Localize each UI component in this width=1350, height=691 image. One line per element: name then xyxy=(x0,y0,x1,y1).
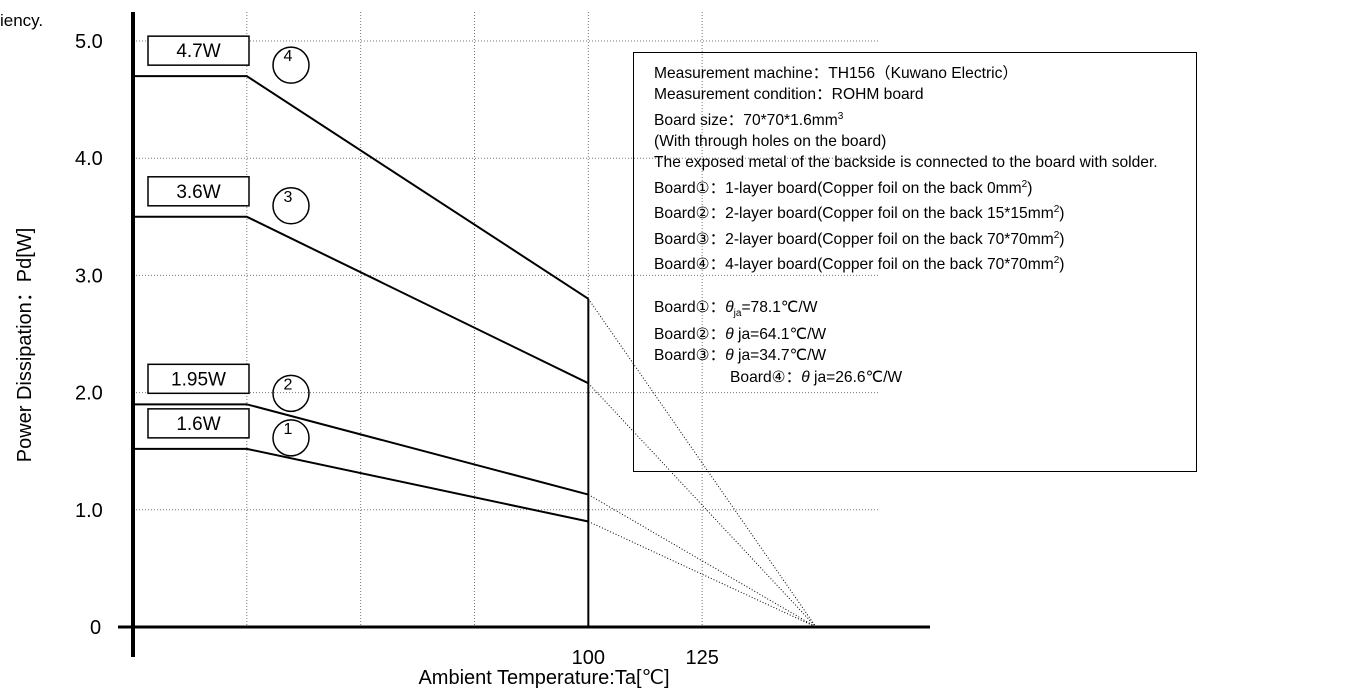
x-tick-label: 100 xyxy=(572,647,605,669)
derating-line-board-1 xyxy=(133,447,589,523)
note-board-4: Board④：4-layer board(Copper foil on the … xyxy=(654,250,1186,275)
pd-label-box-board-1 xyxy=(147,408,250,439)
note-theta-symbol: θ xyxy=(725,326,734,344)
note-board-size-sup: 3 xyxy=(837,110,844,122)
note-theta-value: ja=34.7℃/W xyxy=(733,347,827,365)
note-theta-symbol: θ xyxy=(725,347,734,365)
grid-layer xyxy=(133,12,880,627)
note-theta-value: =78.1℃/W xyxy=(741,298,818,316)
note-board-size-text: Board size：70*70*1.6mm xyxy=(654,111,838,129)
derating-line-board-4 xyxy=(133,75,589,300)
note-theta-list: Board①：θja=78.1℃/W Board②：θ ja=64.1℃/W Boa… xyxy=(654,297,1186,388)
tick-layer: 5.0 4.0 3.0 2.0 1.0 0 100 125 xyxy=(75,31,719,669)
note-board-suffix: ) xyxy=(1059,205,1065,223)
note-board-size: Board size：70*70*1.6mm3 xyxy=(654,106,1186,131)
x-tick-label: 125 xyxy=(685,647,718,669)
pd-label-board-4: 4.7W xyxy=(176,41,220,62)
y-tick-zero: 0 xyxy=(90,617,101,639)
pd-label-board-1: 1.6W xyxy=(176,414,220,435)
note-exposed-metal: The exposed metal of the backside is con… xyxy=(654,154,1158,172)
note-board-2: Board②：2-layer board(Copper foil on the … xyxy=(654,199,1186,224)
note-board-text: Board③：2-layer board(Copper foil on the … xyxy=(654,230,1054,248)
note-board-sup: 2 xyxy=(1053,204,1060,216)
board-number-circle-2 xyxy=(272,374,310,413)
y-tick-label: 1.0 xyxy=(75,500,103,522)
board-number-circle-3 xyxy=(272,187,310,225)
extrapolation-line-board-2 xyxy=(588,494,817,628)
note-board-sup: 2 xyxy=(1053,255,1060,267)
note-board-suffix: ) xyxy=(1059,230,1065,248)
note-board-text: Board④：4-layer board(Copper foil on the … xyxy=(654,256,1054,274)
note-theta-sub: ja xyxy=(733,307,742,319)
board-number-3: 3 xyxy=(284,189,293,206)
note-theta-value: ja=64.1℃/W xyxy=(733,326,827,344)
derating-line-board-3 xyxy=(133,215,589,385)
note-board-suffix: ) xyxy=(1059,256,1065,274)
series-layer xyxy=(133,75,817,628)
board-number-4: 4 xyxy=(284,48,293,65)
note-board-list: Board①：1-layer board(Copper foil on the … xyxy=(654,174,1186,276)
note-spacer xyxy=(654,276,1186,297)
board-number-1: 1 xyxy=(284,421,293,438)
note-theta-symbol: θ xyxy=(725,298,734,316)
pd-label-box-board-2 xyxy=(147,363,250,395)
note-theta-prefix: Board①： xyxy=(654,298,726,316)
note-board-3: Board③：2-layer board(Copper foil on the … xyxy=(654,225,1186,250)
note-theta-3: Board③：θ ja=34.7℃/W xyxy=(654,345,1186,366)
y-tick-label: 5.0 xyxy=(75,31,103,53)
note-theta-prefix: Board④： xyxy=(730,368,802,386)
x-axis-title: Ambient Temperature:Ta[℃] xyxy=(418,667,669,689)
note-condition: Measurement condition：ROHM board xyxy=(654,86,924,104)
extrapolation-line-board-4 xyxy=(587,298,817,628)
pd-label-board-3: 3.6W xyxy=(176,182,220,203)
measurement-notes: Measurement machine：TH156（Kuwano Electri… xyxy=(633,52,1197,472)
board-number-circle-1 xyxy=(272,419,310,457)
cutoff-text: iency. xyxy=(0,11,44,30)
note-theta-prefix: Board②： xyxy=(654,326,726,344)
pd-label-box-board-3 xyxy=(147,176,250,207)
note-board-text: Board②：2-layer board(Copper foil on the … xyxy=(654,205,1054,223)
pd-label-box-board-4 xyxy=(147,35,250,66)
pd-label-board-2: 1.95W xyxy=(171,369,226,390)
note-theta-symbol: θ xyxy=(801,368,810,386)
note-theta-prefix: Board③： xyxy=(654,347,726,365)
y-tick-label: 4.0 xyxy=(75,148,103,170)
note-theta-2: Board②：θ ja=64.1℃/W xyxy=(654,324,1186,345)
derating-line-board-2 xyxy=(133,403,589,496)
note-theta-1: Board①：θja=78.1℃/W xyxy=(654,297,1186,324)
note-theta-4: Board④：θ ja=26.6℃/W xyxy=(654,367,1186,388)
board-number-circle-4 xyxy=(272,46,310,84)
note-board-suffix: ) xyxy=(1027,179,1033,197)
label-layer: 4.7W 4 3.6W 3 1.95W 2 1.6W 1 xyxy=(147,35,310,457)
note-machine: Measurement machine：TH156（Kuwano Electri… xyxy=(654,65,1019,82)
note-through-holes: (With through holes on the board) xyxy=(654,133,887,151)
note-board-sup: 2 xyxy=(1053,229,1060,241)
note-board-text: Board①：1-layer board(Copper foil on the … xyxy=(654,179,1022,197)
axis-layer xyxy=(118,12,930,657)
note-board-1: Board①：1-layer board(Copper foil on the … xyxy=(654,174,1186,199)
y-tick-label: 2.0 xyxy=(75,383,103,405)
y-tick-label: 3.0 xyxy=(75,265,103,287)
board-number-2: 2 xyxy=(284,376,293,393)
note-board-sup: 2 xyxy=(1021,178,1028,190)
y-axis-title: Power Dissipation：Pd[W] xyxy=(14,228,36,463)
note-theta-value: ja=26.6℃/W xyxy=(809,368,903,386)
